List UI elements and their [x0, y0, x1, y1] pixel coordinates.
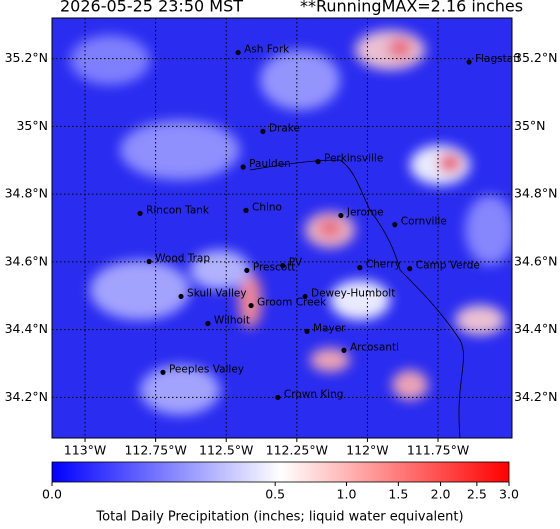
place-label: Crown King [284, 388, 344, 400]
place-label: Wood Trap [155, 253, 210, 265]
colorbar-tick-label: 3.0 [499, 487, 519, 502]
place-label: Prescott [253, 261, 296, 273]
place-marker [178, 293, 184, 300]
place-label: Mayer [313, 322, 346, 334]
colorbar [51, 461, 510, 483]
place-marker [275, 394, 281, 400]
place-label: Cornville [401, 216, 447, 228]
place-label: Cherry [366, 259, 401, 271]
lon-tick-label: 113°W [64, 443, 106, 458]
place-marker [466, 59, 472, 65]
colorbar-tick-label: 1.0 [337, 487, 357, 502]
place-label: PV [289, 257, 303, 269]
place-marker [260, 128, 266, 135]
place-marker [357, 265, 363, 271]
place-marker [243, 207, 249, 213]
place-marker [341, 347, 347, 353]
lon-tick-label: 112.25°W [266, 443, 328, 458]
place-label: Paulden [249, 158, 291, 170]
place-marker [280, 262, 286, 269]
place-marker [338, 212, 344, 219]
lat-tick-label: 35°N [16, 118, 48, 133]
place-marker [248, 302, 254, 309]
lat-tick-label: 35.2°N [514, 50, 557, 65]
lat-tick-label: 34.6°N [5, 253, 48, 268]
lon-tick-label: 112°W [346, 443, 388, 458]
lat-tick-label: 35.2°N [5, 50, 48, 65]
lat-tick-label: 34.2°N [5, 389, 48, 404]
colorbar-tick-label: 2.0 [431, 487, 451, 502]
place-marker [160, 369, 166, 375]
place-marker [315, 159, 321, 165]
lat-tick-label: 34.8°N [514, 186, 557, 201]
colorbar-tick-label: 0.5 [265, 487, 285, 502]
precip-field [52, 18, 512, 438]
map-frame [51, 17, 513, 439]
place-marker [407, 266, 413, 272]
place-label: Skull Valley [187, 287, 247, 299]
place-label: Arcosanti [350, 341, 399, 353]
colorbar-tick-label: 1.5 [388, 487, 408, 502]
lon-tick-label: 111.75°W [407, 443, 469, 458]
title-time: 2026-05-25 23:50 MST [60, 0, 243, 16]
lon-tick-label: 112.75°W [124, 443, 186, 458]
place-marker [302, 293, 308, 300]
place-label: Drake [269, 122, 300, 134]
place-label: Wilhoit [214, 315, 250, 327]
place-marker [205, 320, 211, 327]
place-marker [392, 222, 398, 228]
colorbar-tick-label: 0.0 [42, 487, 62, 502]
colorbar-label: Total Daily Precipitation (inches; liqui… [95, 510, 463, 525]
colorbar-tick-label: 2.5 [467, 487, 487, 502]
place-marker [304, 328, 310, 334]
place-marker [244, 267, 250, 273]
lat-tick-label: 34.8°N [5, 186, 48, 201]
place-label: Perkinsville [324, 153, 383, 165]
lon-tick-label: 112.5°W [199, 443, 253, 458]
place-label: Ash Fork [244, 44, 290, 56]
lat-tick-label: 34.2°N [514, 389, 557, 404]
place-label: Camp Verde [416, 260, 480, 272]
place-label: Flagstaff [475, 53, 521, 65]
place-label: Chino [252, 201, 282, 213]
place-marker [137, 210, 143, 217]
lat-tick-label: 34.4°N [5, 321, 48, 336]
place-label: Groom Creek [257, 297, 327, 309]
lat-tick-label: 34.6°N [514, 253, 557, 268]
place-marker [146, 258, 152, 265]
place-label: Rincon Tank [146, 204, 210, 216]
lat-tick-label: 34.4°N [514, 321, 557, 336]
title-max: **RunningMAX=2.16 inches [300, 0, 523, 16]
place-label: Peeples Valley [169, 363, 244, 375]
place-marker [240, 164, 246, 170]
place-label: Jerome [346, 206, 384, 218]
lat-tick-label: 35°N [514, 118, 546, 133]
place-label: Dewey-Humbolt [311, 287, 395, 299]
place-marker [235, 49, 241, 56]
